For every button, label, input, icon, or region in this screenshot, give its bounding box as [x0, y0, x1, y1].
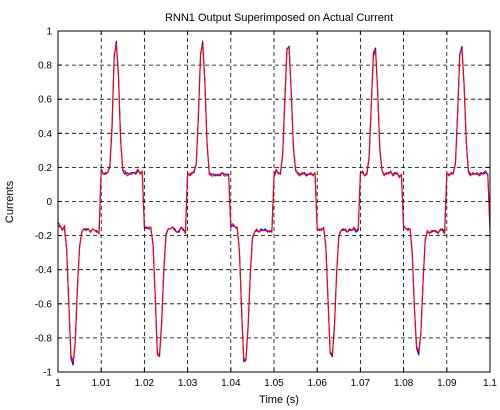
x-tick-label: 1.03: [178, 378, 198, 389]
x-tick-label: 1.01: [91, 378, 111, 389]
y-tick-label: -0.4: [35, 265, 53, 276]
chart-title: RNN1 Output Superimposed on Actual Curre…: [165, 12, 393, 24]
x-tick-label: 1.06: [307, 378, 327, 389]
x-axis-ticks: 1 1.01 1.02 1.03 1.04 1.05 1.06 1.07 1.08 1.09 1.1: [55, 31, 497, 389]
x-tick-label: 1: [55, 378, 61, 389]
x-tick-label: 1.1: [483, 378, 497, 389]
y-tick-label: 0.8: [38, 61, 52, 72]
x-axis-label: Time (s): [259, 394, 299, 406]
x-tick-label: 1.08: [394, 378, 414, 389]
x-tick-label: 1.04: [221, 378, 241, 389]
series-lines: [57, 40, 491, 366]
plot-area: 1 1.01 1.02 1.03 1.04 1.05 1.06 1.07 1.08 1.09 1.1…: [35, 27, 498, 390]
y-axis-ticks: -1 -0.8 -0.6 -0.4 -0.2 0 0.2 0.4 0.6 0.8 1: [35, 27, 490, 379]
grid-lines: [58, 31, 490, 372]
y-tick-label: 0: [46, 197, 52, 208]
x-tick-label: 1.05: [264, 378, 284, 389]
y-tick-label: 1: [46, 27, 52, 38]
y-tick-label: -0.2: [35, 231, 53, 242]
x-tick-label: 1.07: [351, 378, 371, 389]
y-tick-label: -0.6: [35, 299, 53, 310]
y-tick-label: 0.2: [38, 163, 52, 174]
y-tick-label: 0.6: [38, 95, 52, 106]
y-axis-label: Currents: [4, 180, 16, 223]
series-line-2: [57, 44, 491, 363]
y-tick-label: -1: [43, 368, 52, 379]
x-tick-label: 1.09: [437, 378, 457, 389]
y-tick-label: 0.4: [38, 129, 52, 140]
x-tick-label: 1.02: [135, 378, 155, 389]
y-tick-label: -0.8: [35, 333, 53, 344]
